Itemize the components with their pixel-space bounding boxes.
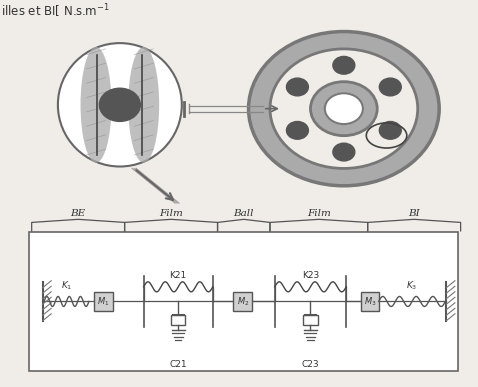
Text: $M_2$: $M_2$ (237, 295, 249, 308)
Text: illes et BI[ N.s.m$^{-1}$: illes et BI[ N.s.m$^{-1}$ (0, 3, 109, 20)
Ellipse shape (128, 47, 159, 163)
Text: $M_1$: $M_1$ (97, 295, 109, 308)
Circle shape (286, 78, 308, 96)
Circle shape (380, 78, 401, 96)
Text: C23: C23 (302, 360, 319, 369)
Text: Film: Film (159, 209, 183, 218)
Circle shape (333, 143, 355, 161)
Text: C21: C21 (169, 360, 187, 369)
Circle shape (333, 57, 355, 74)
Text: Film: Film (307, 209, 331, 218)
FancyBboxPatch shape (233, 292, 252, 311)
Text: $K_1$: $K_1$ (61, 279, 72, 292)
Text: Ball: Ball (234, 209, 254, 218)
FancyBboxPatch shape (361, 292, 379, 311)
Text: K23: K23 (302, 271, 319, 280)
Text: $K_3$: $K_3$ (406, 279, 418, 292)
Text: BE: BE (71, 209, 86, 218)
Text: $M_3$: $M_3$ (364, 295, 376, 308)
Polygon shape (249, 32, 439, 186)
Circle shape (99, 88, 141, 122)
FancyBboxPatch shape (304, 315, 318, 325)
Polygon shape (311, 82, 377, 136)
Circle shape (286, 122, 308, 139)
Polygon shape (325, 93, 363, 124)
FancyBboxPatch shape (171, 315, 185, 325)
Ellipse shape (58, 43, 182, 166)
Ellipse shape (80, 47, 111, 163)
Text: BI: BI (408, 209, 420, 218)
Circle shape (380, 122, 401, 139)
Text: K21: K21 (170, 271, 187, 280)
FancyBboxPatch shape (29, 232, 458, 371)
FancyBboxPatch shape (94, 292, 113, 311)
